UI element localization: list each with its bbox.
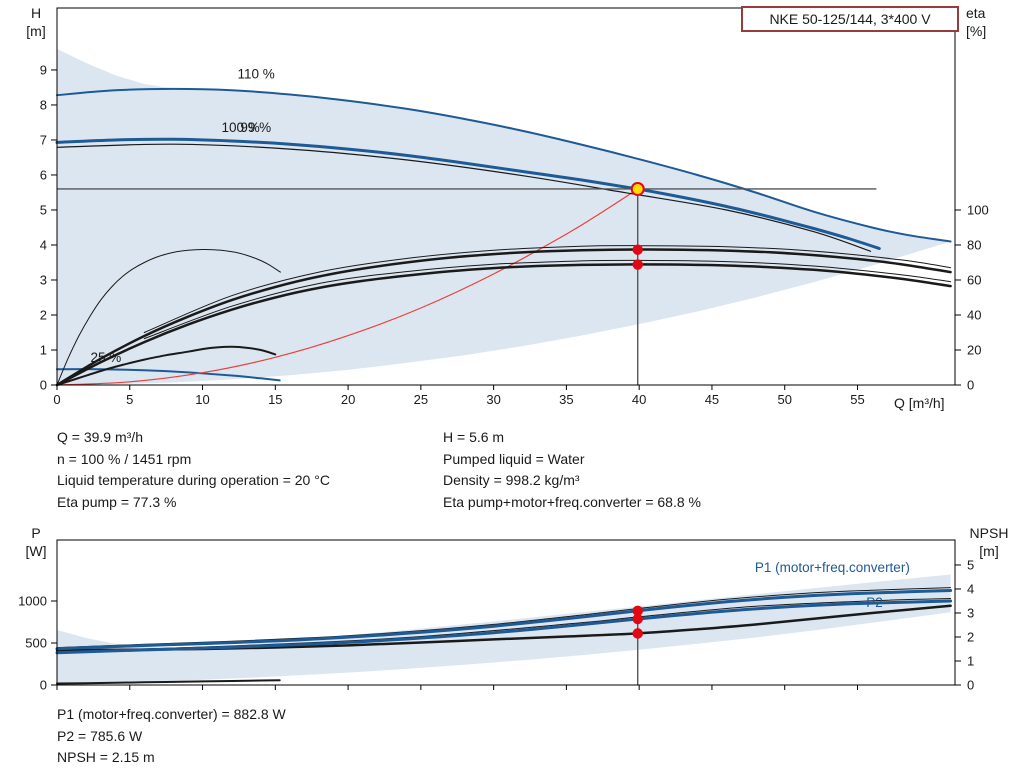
curve-p2 — [55, 599, 953, 655]
curve-eta-total — [55, 263, 952, 387]
x-tick-label: 15 — [268, 392, 282, 407]
p-axis-title-unit: [W] — [25, 543, 47, 559]
info-flow: Q = 39.9 m³/h — [57, 429, 143, 445]
y-left-tick-label: 500 — [25, 635, 47, 650]
eta-axis-title-symbol: eta — [966, 5, 986, 21]
info-speed: n = 100 % / 1451 rpm — [57, 450, 192, 467]
x-tick-label: 45 — [705, 392, 719, 407]
eta-axis-title-unit: [%] — [966, 23, 987, 39]
y-left-tick-label: 7 — [40, 132, 47, 147]
q-axis-title: Q [m³/h] — [894, 395, 945, 411]
curve-qh-110 — [56, 87, 952, 243]
curve-p-25 — [56, 679, 281, 685]
x-tick-label: 30 — [486, 392, 500, 407]
area-speed-envelope — [57, 49, 951, 385]
curve-label: 100 % — [221, 120, 259, 135]
x-tick-label: 10 — [195, 392, 209, 407]
operating-point-marker — [632, 613, 643, 625]
curve-label: 99 % — [240, 120, 271, 135]
info-pumped-liquid: Pumped liquid = Water — [443, 450, 585, 467]
y-left-tick-label: 1000 — [18, 593, 47, 608]
x-tick-label: 25 — [414, 392, 428, 407]
info-head: H = 5.6 m — [443, 429, 505, 445]
y-right-tick-label: 4 — [967, 581, 974, 596]
y-right-tick-label: 60 — [967, 272, 981, 287]
y-left-tick-label: 9 — [40, 62, 47, 77]
curve-eta-total-thin — [143, 259, 952, 340]
p-axis-title: P [W] — [14, 524, 58, 560]
info-p2: P2 = 785.6 W — [57, 727, 143, 744]
info-npsh: NPSH = 2.15 m — [57, 749, 155, 765]
y-left-tick-label: 5 — [40, 202, 47, 217]
curve-eta-pump-25 — [56, 248, 281, 386]
operating-point-marker — [632, 628, 643, 639]
info-eta-total: Eta pump+motor+freq.converter = 68.8 % — [443, 493, 701, 510]
x-tick-label: 50 — [777, 392, 791, 407]
y-right-tick-label: 0 — [967, 378, 974, 393]
p-axis-title-symbol: P — [31, 525, 41, 541]
x-tick-label: 0 — [53, 392, 60, 407]
y-left-tick-label: 1 — [40, 342, 47, 357]
operating-point-marker — [632, 244, 643, 255]
curve-eta-pump-thin — [143, 245, 952, 333]
npsh-axis-title-symbol: NPSH — [969, 525, 1009, 541]
x-tick-label: 5 — [126, 392, 133, 407]
curve-qh-99 — [56, 143, 872, 252]
duty-info-right-column: H = 5.6 m Pumped liquid = Water Density … — [443, 427, 701, 513]
eta-axis-title: eta [%] — [966, 4, 1018, 40]
y-right-tick-label: 100 — [967, 202, 989, 217]
y-right-tick-label: 2 — [967, 629, 974, 644]
curve-label: P2 — [866, 595, 883, 610]
y-right-tick-label: 80 — [967, 237, 981, 252]
x-tick-label: 40 — [632, 392, 646, 407]
h-axis-title: H [m] — [14, 4, 58, 40]
pump-model-title-box: NKE 50-125/144, 3*400 V — [741, 6, 959, 32]
curve-control-curve — [56, 188, 639, 386]
curve-qh-25 — [56, 368, 281, 382]
operating-point-marker — [632, 605, 643, 617]
duty-info-left-column: Q = 39.9 m³/h n = 100 % / 1451 rpm Liqui… — [57, 427, 330, 513]
x-tick-label: 55 — [850, 392, 864, 407]
y-right-tick-label: 1 — [967, 653, 974, 668]
info-eta-pump: Eta pump = 77.3 % — [57, 493, 177, 510]
y-right-tick-label: 3 — [967, 605, 974, 620]
y-right-tick-label: 40 — [967, 307, 981, 322]
y-left-tick-label: 0 — [40, 378, 47, 393]
npsh-axis-title: NPSH [m] — [960, 524, 1018, 560]
h-axis-title-unit: [m] — [26, 23, 46, 39]
plot-frame — [56, 7, 956, 386]
curve-label: 25 % — [90, 350, 121, 365]
h-axis-title-symbol: H — [30, 5, 42, 21]
npsh-axis-title-unit: [m] — [979, 543, 999, 559]
y-right-tick-label: 20 — [967, 342, 981, 357]
info-p1: P1 (motor+freq.converter) = 882.8 W — [57, 706, 286, 722]
duty-point-marker — [630, 181, 645, 196]
y-left-tick-label: 2 — [40, 307, 47, 322]
y-left-tick-label: 6 — [40, 167, 47, 182]
power-info-column: P1 (motor+freq.converter) = 882.8 W P2 =… — [57, 704, 286, 769]
info-density: Density = 998.2 kg/m³ — [443, 472, 580, 488]
curve-label: 110 % — [237, 67, 274, 82]
info-liquid-temperature: Liquid temperature during operation = 20… — [57, 472, 330, 488]
curve-eta-pump — [55, 248, 952, 387]
y-right-tick-label: 5 — [967, 557, 974, 572]
curve-eta-total-25 — [56, 345, 277, 386]
curve-label: P1 (motor+freq.converter) — [755, 560, 910, 575]
y-right-tick-label: 0 — [967, 678, 974, 693]
y-left-tick-label: 0 — [40, 678, 47, 693]
curve-qh-100 — [55, 137, 881, 250]
curve-p1 — [55, 589, 953, 651]
y-left-tick-label: 4 — [40, 237, 47, 252]
y-left-tick-label: 3 — [40, 272, 47, 287]
x-tick-label: 20 — [341, 392, 355, 407]
x-tick-label: 35 — [559, 392, 573, 407]
y-left-tick-label: 8 — [40, 97, 47, 112]
operating-point-marker — [632, 259, 643, 270]
pump-model-title: NKE 50-125/144, 3*400 V — [769, 11, 931, 27]
